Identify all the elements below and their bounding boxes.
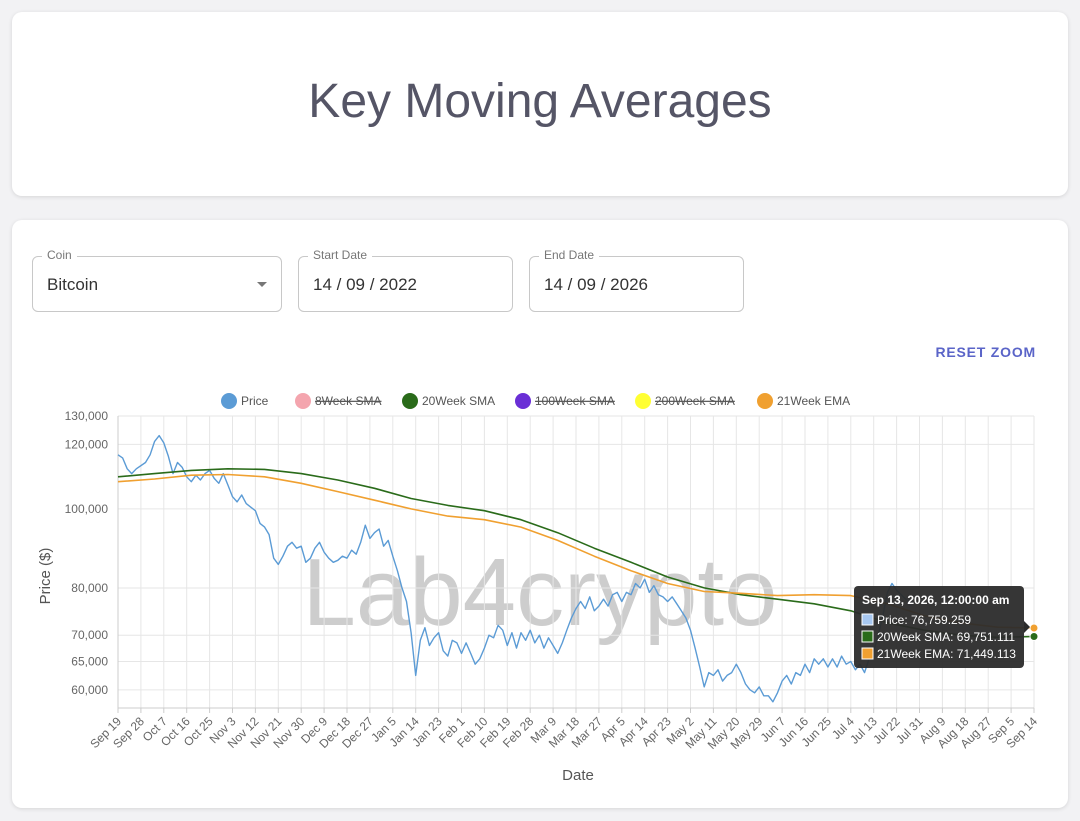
y-axis: 60,000 65,000 70,000 80,000 100,000 120,000 13… (65, 409, 119, 708)
series-line-price (117, 434, 911, 703)
legend-label-price[interactable]: Price (241, 394, 269, 408)
series-point-ema21[interactable] (1029, 623, 1039, 633)
start-date-value[interactable]: 14 / 09 / 2022 (313, 275, 417, 294)
header-card: Key Moving Averages (12, 12, 1068, 196)
y-tick-label: 60,000 (71, 683, 108, 697)
y-axis-title: Price ($) (37, 548, 54, 605)
y-tick-label: 130,000 (65, 409, 109, 423)
y-tick-label: 70,000 (71, 628, 108, 642)
coin-label: Coin (42, 248, 77, 262)
page-title: Key Moving Averages (308, 75, 772, 128)
legend-marker-ema21[interactable] (757, 393, 773, 409)
legend-marker-sma100[interactable] (515, 393, 531, 409)
legend-label-sma200[interactable]: 200Week SMA (655, 394, 735, 408)
y-tick-label: 80,000 (71, 581, 108, 595)
reset-zoom-button[interactable]: RESET ZOOM (935, 344, 1036, 360)
legend-marker-sma200[interactable] (635, 393, 651, 409)
legend-label-sma100[interactable]: 100Week SMA (535, 394, 615, 408)
end-date-label: End Date (539, 248, 600, 262)
legend-marker-sma8[interactable] (295, 393, 311, 409)
tooltip-swatch (861, 647, 874, 660)
tooltip-swatch (861, 613, 874, 626)
tooltip-arrow (1024, 621, 1030, 633)
start-date-label: Start Date (308, 248, 373, 262)
legend-label-sma20[interactable]: 20Week SMA (422, 394, 495, 408)
y-tick-label: 100,000 (65, 502, 109, 516)
tooltip-line: Price: 76,759.259 (877, 613, 971, 627)
end-date-field[interactable]: End Date 14 / 09 / 2026 (529, 248, 744, 312)
coin-value: Bitcoin (47, 275, 99, 294)
end-date-value[interactable]: 14 / 09 / 2026 (544, 275, 648, 294)
tooltip-line: 20Week SMA: 69,751.111 (877, 630, 1015, 644)
start-date-field[interactable]: Start Date 14 / 09 / 2022 (298, 248, 513, 312)
y-tick-label: 120,000 (65, 437, 109, 451)
tooltip-box (854, 586, 1024, 668)
y-tick-label: 65,000 (71, 654, 108, 668)
chart-card: Coin Bitcoin Start Date 14 / 09 / 2022 E… (12, 220, 1068, 808)
coin-select[interactable]: Coin Bitcoin (32, 248, 282, 312)
legend-marker-price[interactable] (221, 393, 237, 409)
chevron-down-icon[interactable] (257, 282, 267, 287)
price-chart[interactable]: Lab4crypto 60,000 65,000 70,000 80,000 100,0… (12, 220, 1068, 808)
legend-marker-sma20[interactable] (402, 393, 418, 409)
tooltip-swatch (861, 630, 874, 643)
watermark-text: Lab4crypto (303, 539, 778, 646)
x-axis-title: Date (562, 767, 594, 784)
legend-label-sma8[interactable]: 8Week SMA (315, 394, 381, 408)
chart-legend[interactable]: Price 8Week SMA 20Week SMA 100Week SMA 200We… (221, 393, 850, 409)
tooltip-title: Sep 13, 2026, 12:00:00 am (862, 593, 1009, 607)
tooltip-line: 21Week EMA: 71,449.113 (877, 647, 1016, 661)
chart-tooltip: Sep 13, 2026, 12:00:00 am Price: 76,759.2… (854, 586, 1030, 668)
series-point-sma20[interactable] (1029, 632, 1039, 642)
chart-grid (117, 415, 1035, 708)
legend-label-ema21[interactable]: 21Week EMA (777, 394, 850, 408)
